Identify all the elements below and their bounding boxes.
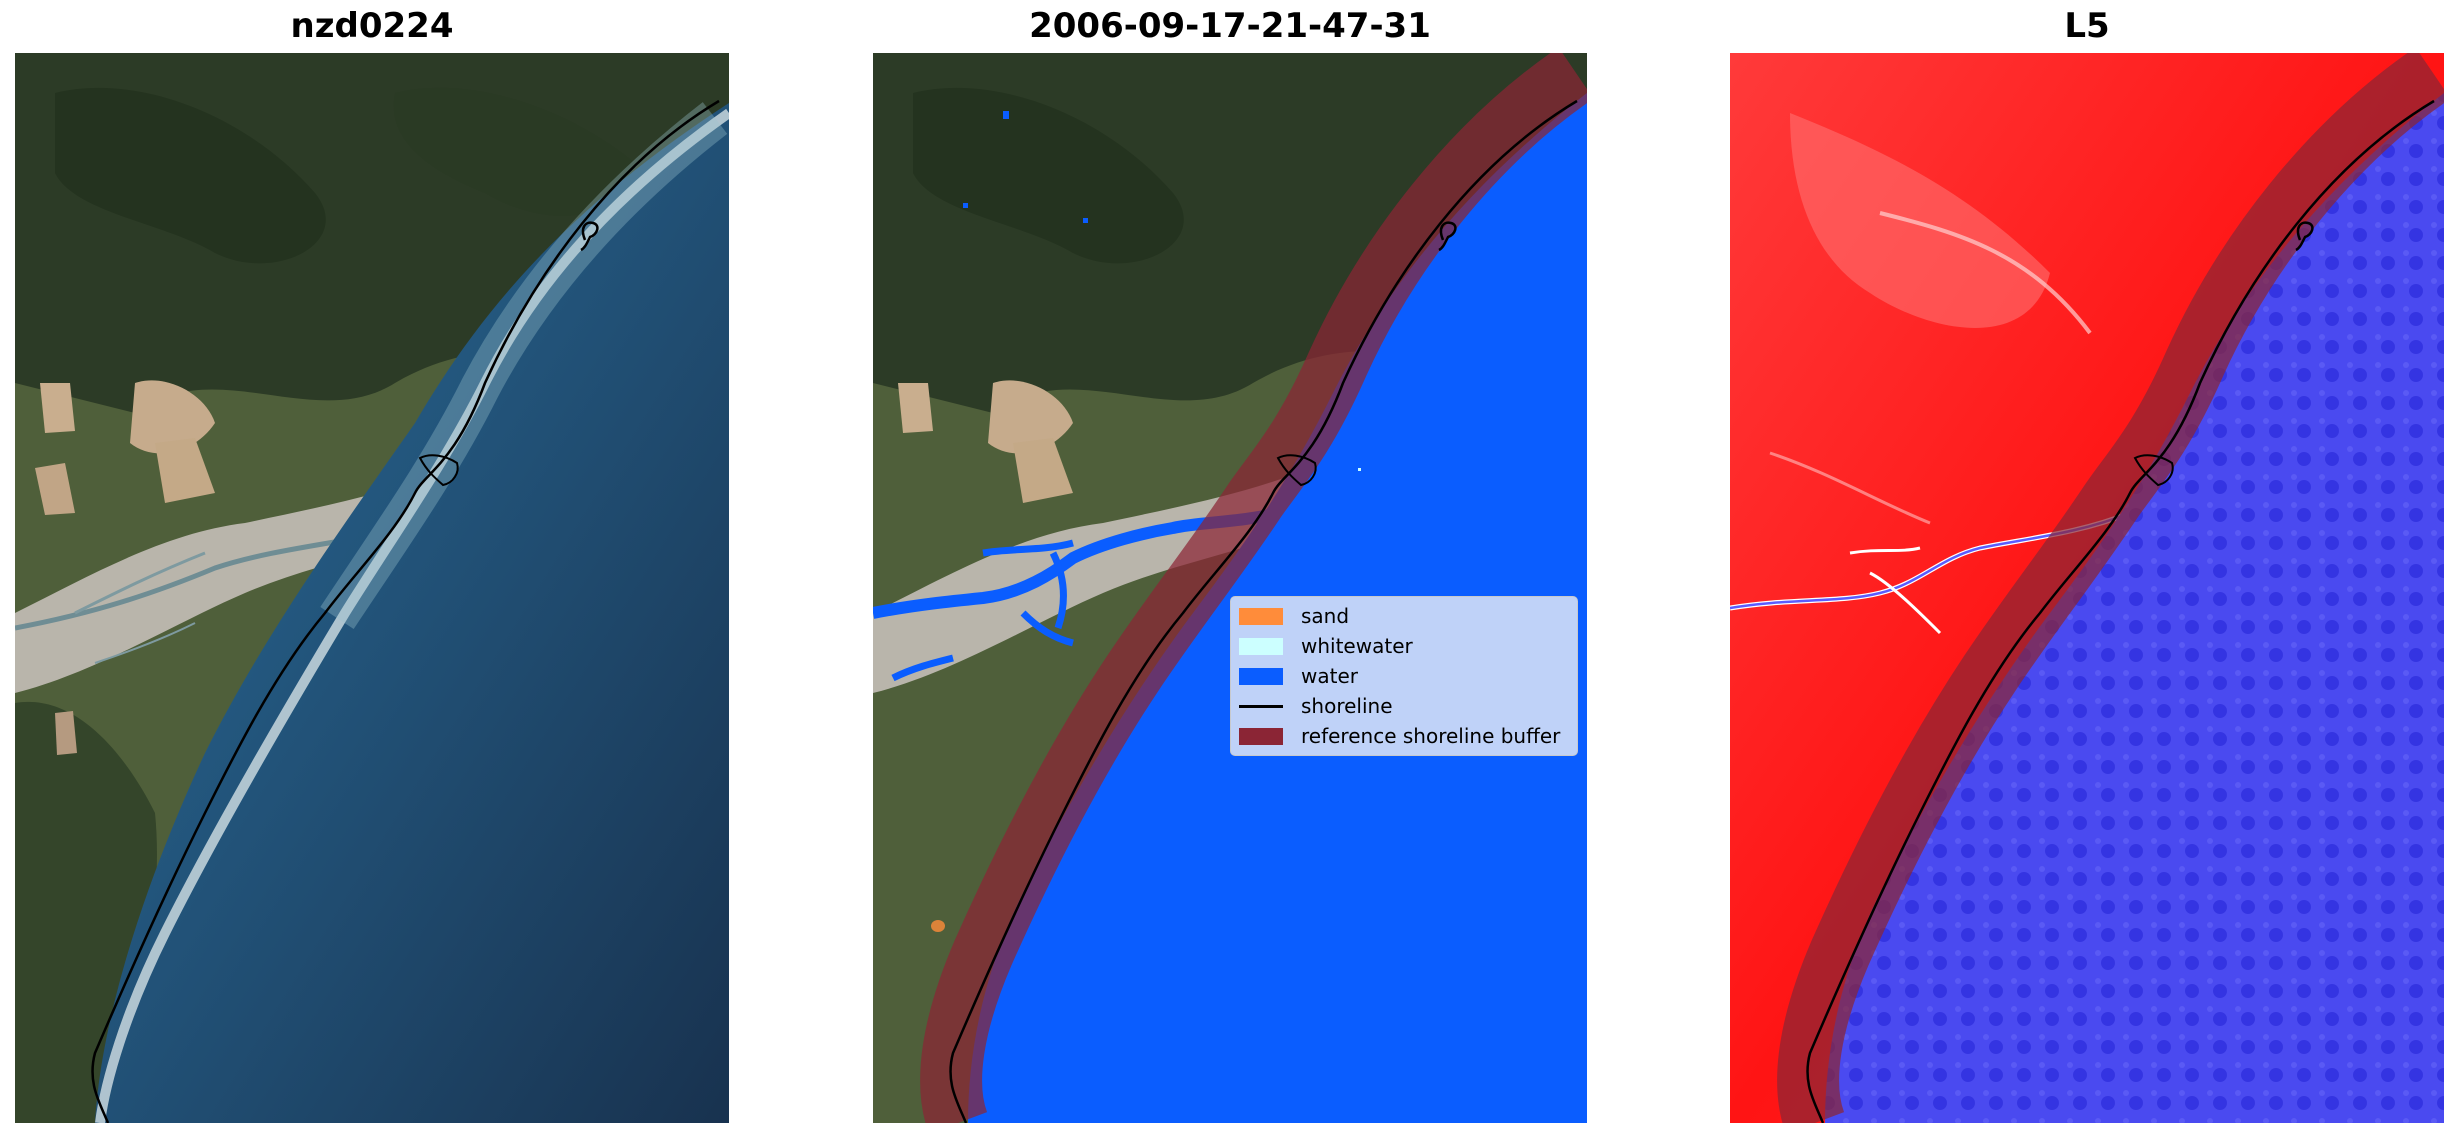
shoreline-line (1806, 99, 2435, 1123)
classified-image-panel (873, 53, 1587, 1123)
legend-item-water: water (1239, 661, 1569, 691)
legend-item-buffer: reference shoreline buffer (1239, 721, 1569, 751)
shoreline-swatch (1239, 704, 1283, 708)
legend-item-whitewater: whitewater (1239, 631, 1569, 661)
index-image-panel (1730, 53, 2444, 1123)
panel-title-index: L5 (2064, 6, 2110, 46)
panel-title-classified: 2006-09-17-21-47-31 (1029, 6, 1431, 46)
whitewater-swatch (1239, 637, 1283, 655)
shoreline-line (949, 99, 1578, 1123)
classified-image (873, 53, 1587, 1123)
shoreline-line (91, 99, 720, 1123)
water-swatch (1239, 667, 1283, 685)
sand-swatch (1239, 607, 1283, 625)
buffer-swatch (1239, 727, 1283, 745)
rgb-satellite-image (15, 53, 729, 1123)
legend-item-sand: sand (1239, 601, 1569, 631)
index-image (1730, 53, 2444, 1123)
rgb-image-panel (15, 53, 729, 1123)
legend: sand whitewater water shoreline referenc… (1230, 596, 1578, 756)
legend-item-shoreline: shoreline (1239, 691, 1569, 721)
panel-title-rgb: nzd0224 (290, 6, 454, 46)
